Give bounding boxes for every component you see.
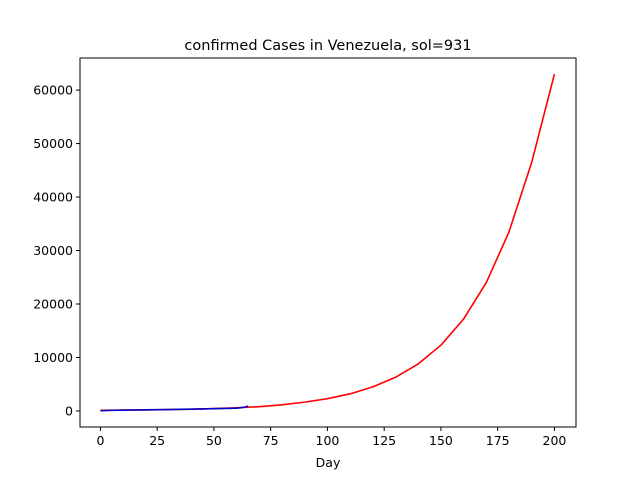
- plot-area: [100, 73, 556, 412]
- x-axis: 0 25 50 75 100 125 150 175 200: [96, 427, 566, 448]
- y-tick-label: 50000: [33, 136, 73, 151]
- x-tick-label: 75: [263, 433, 279, 448]
- x-tick-label: 125: [372, 433, 396, 448]
- series-line-2: [100, 405, 249, 412]
- y-tick-label: 60000: [33, 83, 73, 98]
- x-tick-label: 100: [316, 433, 340, 448]
- x-tick-label: 25: [149, 433, 165, 448]
- y-tick-label: 20000: [33, 297, 73, 312]
- x-tick-label: 50: [206, 433, 222, 448]
- y-tick-label: 10000: [33, 350, 73, 365]
- x-tick-label: 0: [96, 433, 104, 448]
- y-tick-label: 30000: [33, 243, 73, 258]
- x-axis-label: Day: [316, 455, 341, 470]
- plot-frame: [79, 57, 577, 428]
- y-axis: 0 10000 20000 30000 40000 50000 60000: [33, 83, 80, 418]
- y-tick-label: 40000: [33, 190, 73, 205]
- chart-title: confirmed Cases in Venezuela, sol=931: [184, 38, 471, 54]
- y-tick-label: 0: [65, 403, 73, 418]
- x-tick-label: 200: [543, 433, 567, 448]
- x-tick-label: 150: [429, 433, 453, 448]
- x-tick-label: 175: [486, 433, 510, 448]
